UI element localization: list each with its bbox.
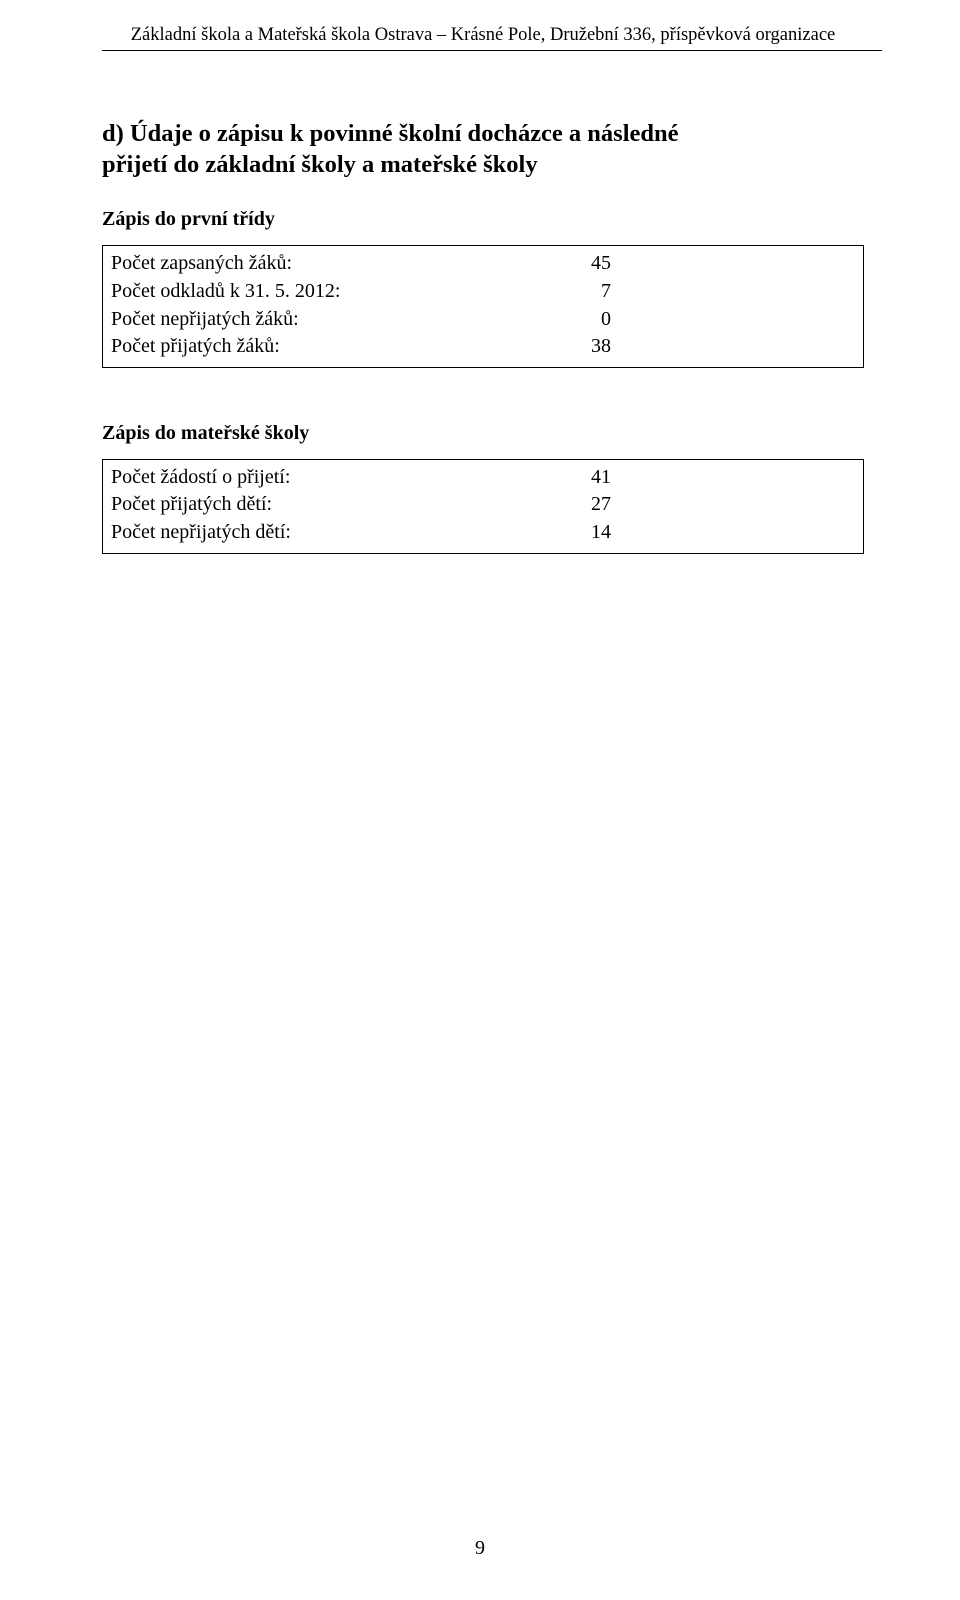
table-row: Počet žádostí o přijetí: 41 (111, 464, 855, 492)
document-page: Základní škola a Mateřská škola Ostrava … (0, 0, 960, 1600)
row-value: 45 (571, 250, 611, 278)
row-label: Počet odkladů k 31. 5. 2012: (111, 278, 571, 306)
row-label: Počet přijatých žáků: (111, 333, 571, 361)
first-grade-heading: Zápis do první třídy (102, 208, 864, 231)
table-row: Počet zapsaných žáků: 45 (111, 250, 855, 278)
table-row: Počet nepřijatých dětí: 14 (111, 519, 855, 547)
kindergarten-table: Počet žádostí o přijetí: 41 Počet přijat… (102, 459, 864, 554)
section-d-title: d) Údaje o zápisu k povinné školní dochá… (102, 119, 864, 180)
row-label: Počet nepřijatých dětí: (111, 519, 571, 547)
row-value: 38 (571, 333, 611, 361)
row-value: 41 (571, 464, 611, 492)
row-label: Počet nepřijatých žáků: (111, 306, 571, 334)
table-row: Počet nepřijatých žáků: 0 (111, 306, 855, 334)
row-value: 7 (571, 278, 611, 306)
page-header-text: Základní škola a Mateřská škola Ostrava … (102, 24, 864, 47)
header-underline (102, 50, 882, 51)
kindergarten-heading: Zápis do mateřské školy (102, 422, 864, 445)
row-label: Počet zapsaných žáků: (111, 250, 571, 278)
section-d-title-line2: přijetí do základní školy a mateřské ško… (102, 151, 538, 178)
row-value: 27 (571, 491, 611, 519)
table-row: Počet odkladů k 31. 5. 2012: 7 (111, 278, 855, 306)
table-row: Počet přijatých dětí: 27 (111, 491, 855, 519)
row-value: 14 (571, 519, 611, 547)
row-label: Počet přijatých dětí: (111, 491, 571, 519)
first-grade-table: Počet zapsaných žáků: 45 Počet odkladů k… (102, 245, 864, 367)
table-row: Počet přijatých žáků: 38 (111, 333, 855, 361)
page-number: 9 (0, 1537, 960, 1560)
row-value: 0 (571, 306, 611, 334)
row-label: Počet žádostí o přijetí: (111, 464, 571, 492)
section-d-title-line1: d) Údaje o zápisu k povinné školní dochá… (102, 120, 679, 147)
